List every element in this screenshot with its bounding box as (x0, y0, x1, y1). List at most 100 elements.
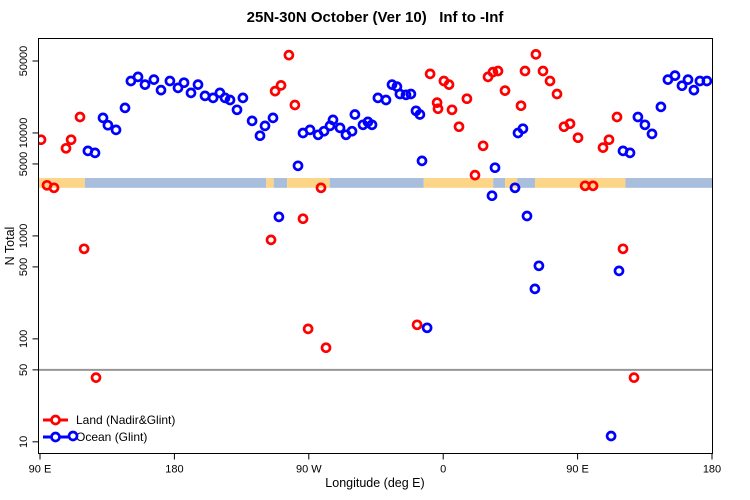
data-point (65, 134, 77, 146)
data-point (292, 160, 304, 172)
map-strip-segment-ocean (273, 178, 288, 188)
map-strip-segment-ocean (493, 178, 506, 188)
legend-land-label: Land (Nadir&Glint) (76, 413, 175, 427)
map-strip-segment-ocean (517, 178, 536, 188)
y-tick-label: 50 (18, 364, 30, 376)
data-point (178, 77, 190, 89)
data-point (237, 92, 249, 104)
data-point (453, 121, 465, 133)
data-point (613, 265, 625, 277)
data-point (327, 114, 339, 126)
data-point (544, 75, 556, 87)
data-point (537, 65, 549, 77)
map-strip-segment-land (505, 178, 518, 188)
data-point (431, 97, 443, 108)
map-strip-segment-ocean (329, 178, 424, 188)
data-point (60, 142, 72, 154)
data-point (246, 115, 258, 127)
y-axis-ticks: 10 50 100 500 1000 5000 10000 50000 (18, 46, 39, 448)
data-point (38, 134, 47, 146)
plot-border (38, 38, 713, 454)
data-point (254, 130, 266, 142)
data-point (688, 84, 700, 96)
data-point (669, 70, 681, 81)
y-tick-label: 100 (18, 330, 30, 348)
x-tick-label: 0 (440, 464, 446, 476)
x-tick-label: 180 (703, 464, 721, 476)
map-strip-segment-ocean (84, 178, 267, 188)
data-point (414, 109, 426, 120)
data-point (529, 283, 541, 295)
data-point (632, 111, 644, 123)
legend-land-marker-icon (50, 414, 61, 426)
data-point (655, 101, 667, 113)
data-point (102, 119, 114, 131)
x-axis-ticks: 90 E 180 90 W 0 90 E 180 (29, 453, 721, 476)
y-tick-label: 5000 (18, 152, 30, 176)
data-point (297, 213, 309, 225)
data-point (265, 234, 277, 246)
data-point (624, 147, 636, 159)
data-point (349, 109, 361, 120)
data-point (701, 75, 713, 87)
data-point (74, 111, 86, 123)
data-point (380, 94, 392, 106)
data-point (269, 85, 281, 97)
data-point (148, 74, 160, 85)
data-point (424, 68, 436, 80)
data-point (289, 99, 301, 111)
data-point (302, 323, 314, 335)
data-point (400, 89, 412, 101)
data-point (139, 79, 151, 90)
data-point (283, 49, 295, 61)
data-point (564, 118, 576, 130)
data-point (446, 104, 458, 116)
map-strip-segment-land (535, 178, 626, 188)
y-tick-label: 1000 (18, 224, 30, 248)
data-point (97, 112, 109, 124)
data-point (530, 49, 542, 60)
data-point (185, 87, 197, 99)
map-strip-segment-land (423, 178, 494, 188)
data-point (259, 120, 271, 132)
data-point (432, 103, 444, 115)
data-point (646, 128, 658, 140)
x-tick-label: 90 E (29, 464, 52, 476)
data-point (110, 124, 122, 136)
data-point (334, 122, 346, 134)
data-point (411, 319, 423, 331)
data-point (603, 134, 615, 146)
map-strip-segment-land (287, 178, 330, 188)
data-point (416, 155, 428, 167)
data-point (611, 111, 623, 123)
data-points-layer (38, 49, 713, 442)
data-point (443, 79, 455, 90)
data-point (172, 82, 184, 94)
map-strip-segment-ocean (625, 178, 713, 188)
data-point (366, 119, 378, 131)
data-point (90, 372, 102, 383)
data-point (207, 92, 219, 104)
data-point (509, 182, 521, 194)
data-point (572, 132, 584, 144)
data-point (48, 182, 60, 194)
data-point (315, 182, 327, 194)
chart-title: 25N-30N October (Ver 10) Inf to -Inf (247, 9, 505, 26)
data-point (605, 430, 617, 442)
y-tick-label: 10000 (18, 118, 30, 149)
data-point (469, 169, 481, 181)
data-point (639, 119, 651, 131)
x-axis-title: Longitude (deg E) (325, 476, 424, 490)
data-point (587, 180, 599, 192)
data-point (486, 190, 498, 202)
x-tick-label: 90 E (566, 464, 589, 476)
y-tick-label: 50000 (18, 46, 30, 77)
data-point (461, 93, 473, 105)
legend-ocean-marker-icon (50, 431, 61, 443)
legend: Land (Nadir&Glint) Ocean (Glint) (43, 413, 175, 444)
data-point (421, 322, 433, 334)
data-point (273, 211, 285, 223)
data-point (155, 84, 167, 96)
